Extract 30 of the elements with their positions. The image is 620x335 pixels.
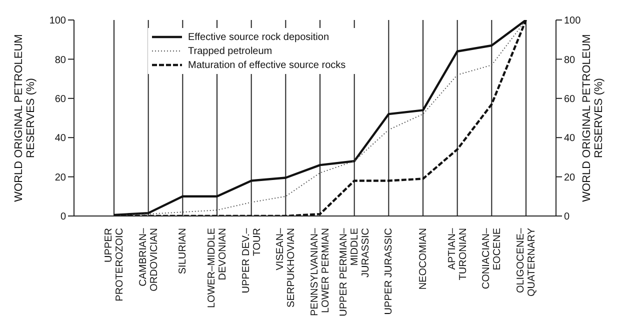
y2-tick-label: 60 xyxy=(564,94,576,105)
y-tick-label: 0 xyxy=(60,212,66,223)
x-tick-label: VISEAN–SERPUKHOVIAN xyxy=(275,228,298,308)
y2-axis-title: WORLD ORIGINAL PETROLEUM RESERVES (%) xyxy=(581,34,605,202)
x-tick-label: APTIAN–TURONIAN xyxy=(446,228,469,280)
x-tick-label: UPPER PERMIAN–MIDDLE JURASSIC xyxy=(338,228,372,316)
legend-label: Trapped petroleum xyxy=(188,46,272,56)
y-axis-title: WORLD ORIGINAL PETROLEUM RESERVES (%) xyxy=(13,34,37,202)
y-tick-label: 60 xyxy=(54,94,66,105)
x-tick-label: OLIGOCENE–QUATERNARY xyxy=(516,228,538,297)
x-tick-label: LOWER–MIDDLE DEVONIAN xyxy=(206,228,228,308)
x-tick-label: CAMBRIAN–ORDOVICIAN xyxy=(138,228,160,292)
x-tick-label: CONIACIAN–EOCENE xyxy=(481,228,504,290)
y-tick-label: 20 xyxy=(54,172,66,184)
y2-tick-label: 100 xyxy=(564,16,582,27)
x-tick-label: UPPER DEV.–TOUR xyxy=(240,228,263,294)
y2-tick-label: 20 xyxy=(564,172,576,184)
legend-label: Effective source rock deposition xyxy=(188,32,330,42)
y2-tick-label: 0 xyxy=(564,212,570,223)
x-tick-label: UPPER PROTEROZOIC xyxy=(104,228,126,302)
y-tick-label: 80 xyxy=(54,54,66,66)
y2-tick-label: 80 xyxy=(564,54,576,66)
y2-tick-label: 40 xyxy=(564,133,576,144)
x-tick-label: SILURIAN xyxy=(178,228,189,274)
y-tick-label: 100 xyxy=(49,16,66,27)
x-tick-label: PENNSYLVANIAN–LOWER PERMIAN xyxy=(310,228,332,316)
y-tick-label: 40 xyxy=(54,133,66,144)
legend-label: Maturation of effective source rocks xyxy=(188,60,346,70)
x-tick-label: UPPER JURASSIC xyxy=(384,228,395,315)
x-tick-label: NEOCOMIAN xyxy=(418,228,429,290)
